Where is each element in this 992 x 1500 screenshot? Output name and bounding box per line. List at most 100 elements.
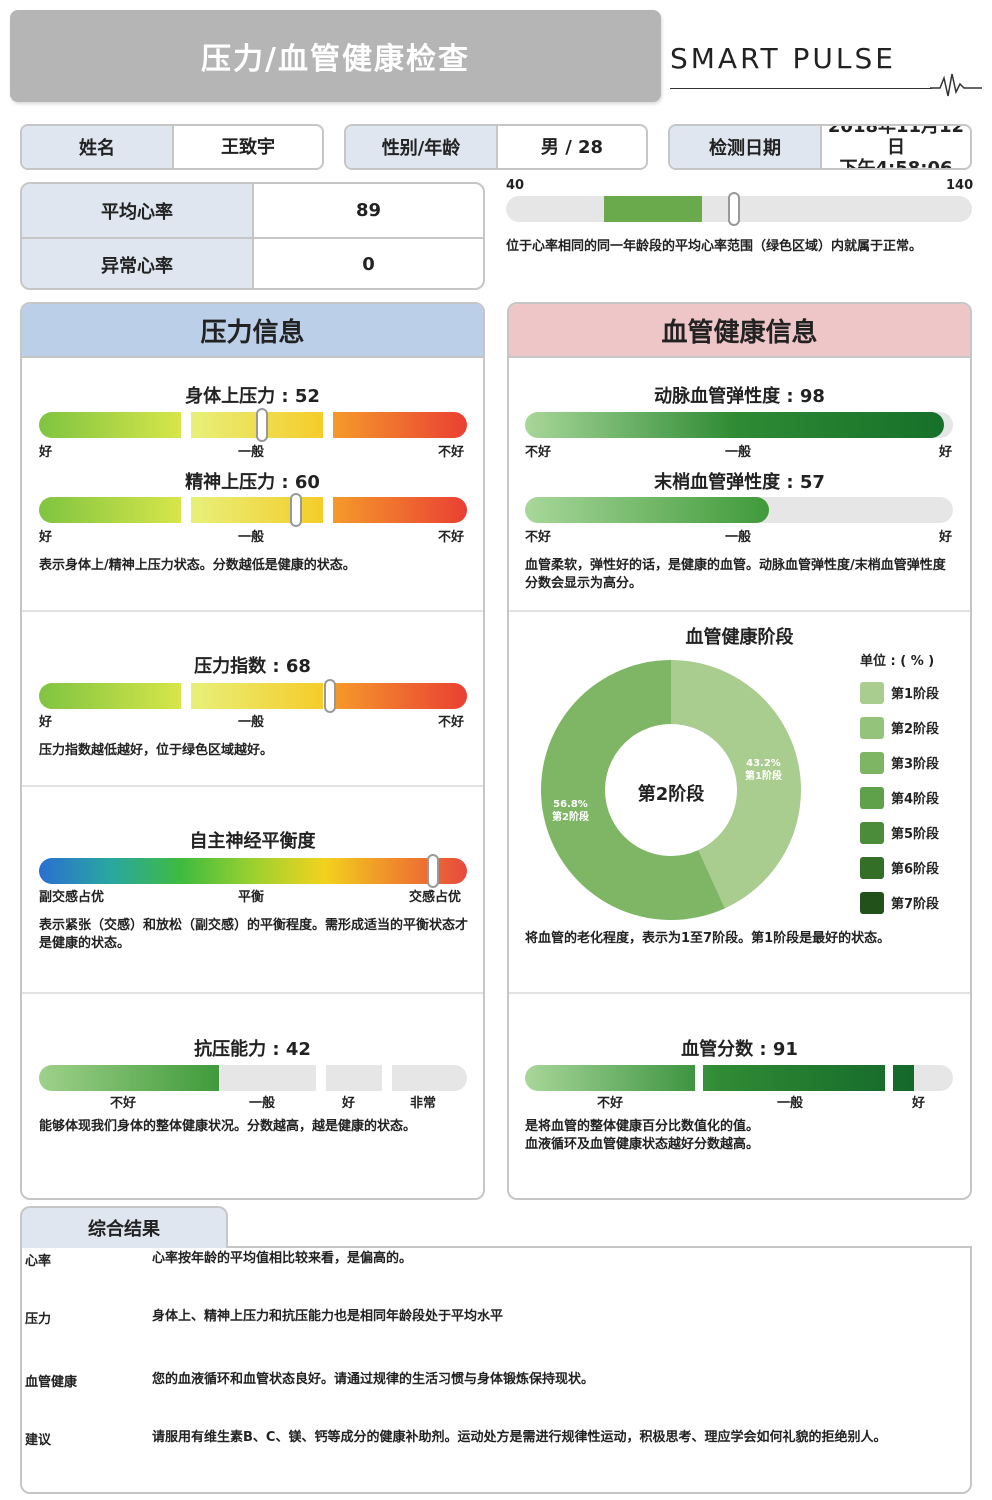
- legend-label: 第2阶段: [891, 722, 940, 737]
- summary-text-advice: 请服用有维生素B、C、镁、钙等成分的健康补助剂。运动处方是需进行规律性运动，积极…: [152, 1430, 887, 1445]
- stress-bar-segment: [39, 497, 181, 523]
- score-segment-gap: [885, 1065, 893, 1091]
- legend-item-stage-3: 第3阶段: [860, 745, 939, 780]
- stress-panel: 压力信息: [20, 302, 485, 1200]
- legend-label: 第7阶段: [891, 897, 940, 912]
- tick-sympathetic: 交感占优: [409, 890, 462, 905]
- date-pill: 检测日期 2018年11月12日 下午4:58:06: [668, 124, 972, 170]
- ans-balance-bar: [39, 858, 467, 884]
- date-label: 检测日期: [670, 126, 822, 168]
- legend-swatch: [860, 891, 884, 914]
- peripheral-bar: [525, 497, 953, 523]
- tick-mid: 一般: [725, 445, 752, 460]
- elasticity-desc: 血管柔软，弹性好的话，是健康的血管。动脉血管弹性度/末梢血管弹性度分数会显示为高…: [525, 558, 946, 591]
- vessel-score-fill: [525, 1065, 915, 1091]
- summary-text-stress: 身体上、精神上压力和抗压能力也是相同年龄段处于平均水平: [152, 1309, 504, 1324]
- resist-seg-3: [326, 1065, 382, 1091]
- physical-stress-bar: [39, 412, 467, 438]
- tick-good: 好: [39, 715, 53, 730]
- vessel-score-label: 血管分数 : 91: [681, 1039, 798, 1060]
- donut-slice-2: [541, 660, 725, 920]
- tick-good: 好: [939, 445, 953, 460]
- date-line2: 下午4:58:06: [839, 157, 953, 170]
- stress-bar-segment: [191, 497, 323, 523]
- sex-age-label: 性别/年龄: [346, 126, 498, 168]
- tick-balanced: 平衡: [238, 890, 265, 905]
- mental-stress-marker: [289, 493, 302, 527]
- hr-note: 位于心率相同的同一年龄段的平均心率范围（绿色区域）内就属于正常。: [506, 239, 923, 254]
- stage-desc: 将血管的老化程度，表示为1至7阶段。第1阶段是最好的状态。: [525, 931, 891, 946]
- resist-seg-4: [392, 1065, 467, 1091]
- report-title: 压力/血管健康检查: [201, 42, 470, 77]
- unit-label: 单位 : ( % ): [860, 654, 935, 669]
- tick-good: 好: [39, 530, 53, 545]
- score-segment-gap: [695, 1065, 703, 1091]
- mental-stress-label: 精神上压力 : 60: [185, 472, 320, 493]
- tick-bad: 不好: [110, 1096, 137, 1111]
- vessel-score-desc-line1: 是将血管的整体健康百分比数值化的值。: [525, 1119, 760, 1134]
- ans-desc: 表示紧张（交感）和放松（副交感）的平衡程度。需形成适当的平衡状态才是健康的状态。: [39, 918, 469, 951]
- stress-bar-segment: [39, 683, 181, 709]
- stress-bar-segment: [333, 497, 467, 523]
- legend-item-stage-4: 第4阶段: [860, 780, 939, 815]
- pulse-wave-icon: [930, 73, 982, 97]
- summary-text-heart: 心率按年龄的平均值相比较来看，是偏高的。: [152, 1251, 413, 1266]
- legend-item-stage-5: 第5阶段: [860, 815, 939, 850]
- summary-label-vessel: 血管健康: [25, 1375, 78, 1390]
- tick-good: 好: [39, 445, 53, 460]
- tick-bad: 不好: [438, 445, 465, 460]
- tick-bad: 不好: [438, 715, 465, 730]
- tick-bad: 不好: [438, 530, 465, 545]
- sex-age-value: 男 / 28: [540, 136, 604, 158]
- legend-item-stage-6: 第6阶段: [860, 850, 939, 885]
- stage1-percent-value: 43.2%: [746, 758, 781, 769]
- tick-mid: 一般: [725, 530, 752, 545]
- abnormal-hr-value: 0: [362, 254, 375, 275]
- legend-swatch: [860, 821, 884, 844]
- date-value: 2018年11月12日 下午4:58:06: [822, 126, 970, 168]
- stage-title: 血管健康阶段: [685, 627, 794, 648]
- divider: [22, 610, 483, 612]
- tick-good: 好: [342, 1096, 356, 1111]
- name-label: 姓名: [22, 126, 174, 168]
- name-pill: 姓名 王致宇: [20, 124, 324, 170]
- summary-tab: 综合结果: [20, 1206, 228, 1248]
- sex-age-pill: 性别/年龄 男 / 28: [344, 124, 648, 170]
- abnormal-hr-label: 异常心率: [22, 239, 254, 288]
- avg-hr-label: 平均心率: [22, 184, 254, 237]
- stress-bar-segment: [39, 412, 181, 438]
- legend-swatch: [860, 856, 884, 879]
- logo-underline: [670, 88, 932, 89]
- legend-swatch: [860, 751, 884, 774]
- legend-label: 第6阶段: [891, 862, 940, 877]
- divider: [509, 610, 970, 612]
- stress-index-bar: [39, 683, 467, 709]
- legend-label: 第5阶段: [891, 827, 940, 842]
- legend-swatch: [860, 681, 884, 704]
- peripheral-fill: [525, 497, 769, 523]
- tick-good: 好: [912, 1096, 926, 1111]
- divider: [22, 992, 483, 994]
- ans-balance-label: 自主神经平衡度: [189, 831, 316, 852]
- tick-mid: 一般: [777, 1096, 804, 1111]
- avg-hr-value: 89: [355, 200, 382, 221]
- hr-marker: [728, 192, 741, 226]
- legend-swatch: [860, 786, 884, 809]
- summary-label-advice: 建议: [25, 1433, 52, 1448]
- tick-mid: 一般: [238, 715, 265, 730]
- stress-index-marker: [324, 679, 337, 713]
- tick-parasympathetic: 副交感占优: [39, 890, 105, 905]
- summary-label-stress: 压力: [25, 1312, 52, 1327]
- legend-swatch: [860, 716, 884, 739]
- stage2-percent-value: 56.8%: [553, 799, 588, 810]
- stress-bar-segment: [333, 683, 467, 709]
- physical-stress-marker: [255, 408, 268, 442]
- artery-label: 动脉血管弹性度 : 98: [654, 386, 825, 407]
- heart-rate-box: 平均心率 89 异常心率 0: [20, 182, 485, 290]
- stress-bar-segment: [191, 683, 323, 709]
- hr-scale-min: 40: [506, 178, 525, 193]
- stage-donut-chart: [541, 660, 801, 920]
- artery-fill: [525, 412, 945, 438]
- vessel-score-bar: [525, 1065, 953, 1091]
- stage1-percent-name: 第1阶段: [745, 771, 782, 782]
